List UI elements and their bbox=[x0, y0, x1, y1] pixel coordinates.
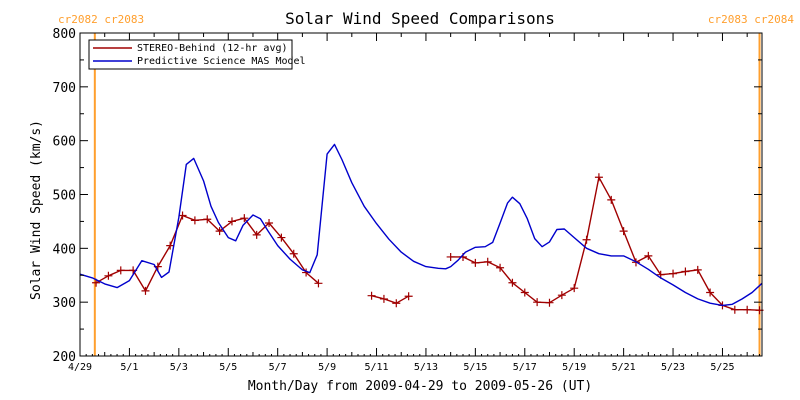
data-point bbox=[367, 291, 376, 300]
data-point bbox=[116, 266, 125, 275]
legend-label-mas: Predictive Science MAS Model bbox=[137, 56, 306, 67]
cr-left-label: cr2082 cr2083 bbox=[58, 13, 144, 26]
x-tick-label: 5/3 bbox=[170, 362, 188, 373]
x-tick-label: 5/17 bbox=[513, 362, 537, 373]
data-point bbox=[594, 173, 603, 182]
data-point bbox=[619, 227, 628, 236]
data-point bbox=[520, 288, 529, 297]
x-tick-label: 5/7 bbox=[269, 362, 287, 373]
data-point bbox=[570, 284, 579, 293]
series-line bbox=[371, 295, 409, 304]
y-tick-label: 700 bbox=[53, 81, 76, 96]
data-point bbox=[496, 263, 505, 272]
data-point bbox=[104, 271, 113, 280]
chart-title: Solar Wind Speed Comparisons bbox=[285, 9, 555, 28]
x-axis: 4/29 5/1 5/3 5/5 5/7 5/9 5/11 5/13 5/15 5/17 5/19 5… bbox=[68, 33, 761, 373]
data-point bbox=[545, 298, 554, 307]
series-stereo-behind bbox=[92, 173, 764, 315]
data-point bbox=[379, 294, 388, 303]
y-axis: 200 300 400 500 600 700 800 bbox=[53, 27, 762, 365]
data-point bbox=[730, 305, 739, 314]
y-tick-label: 500 bbox=[53, 189, 76, 204]
x-tick-label: 5/5 bbox=[219, 362, 237, 373]
x-tick-label: 5/11 bbox=[364, 362, 388, 373]
data-point bbox=[669, 269, 678, 278]
data-point bbox=[277, 233, 286, 242]
data-point bbox=[681, 267, 690, 276]
data-point bbox=[203, 215, 212, 224]
x-tick-label: 5/1 bbox=[120, 362, 138, 373]
data-point bbox=[252, 230, 261, 239]
data-point bbox=[190, 216, 199, 225]
data-point bbox=[178, 211, 187, 220]
y-tick-label: 200 bbox=[53, 350, 76, 365]
cr-right-label: cr2083 cr2084 bbox=[708, 13, 794, 26]
data-point bbox=[166, 241, 175, 250]
x-tick-label: 5/21 bbox=[612, 362, 636, 373]
data-point bbox=[644, 251, 653, 260]
data-point bbox=[483, 257, 492, 266]
data-point bbox=[607, 195, 616, 204]
legend-label-stereo: STEREO-Behind (12-hr avg) bbox=[137, 43, 288, 54]
x-tick-label: 5/25 bbox=[710, 362, 734, 373]
y-tick-label: 300 bbox=[53, 296, 76, 311]
data-point bbox=[215, 227, 224, 236]
data-point bbox=[141, 286, 150, 295]
data-point bbox=[693, 265, 702, 274]
x-tick-label: 5/15 bbox=[463, 362, 487, 373]
data-point bbox=[582, 235, 591, 244]
y-tick-label: 400 bbox=[53, 242, 76, 257]
legend-box bbox=[88, 39, 293, 70]
data-point bbox=[240, 214, 249, 223]
series-line bbox=[79, 143, 763, 307]
data-point bbox=[392, 299, 401, 308]
x-tick-label: 4/29 bbox=[68, 362, 92, 373]
x-tick-label: 5/23 bbox=[661, 362, 685, 373]
series-mas-model bbox=[79, 143, 763, 307]
data-point bbox=[265, 219, 274, 228]
data-point bbox=[533, 298, 542, 307]
data-point bbox=[314, 279, 323, 288]
data-point bbox=[289, 249, 298, 258]
data-point bbox=[227, 217, 236, 226]
legend: STEREO-Behind (12-hr avg) Predictive Sci… bbox=[88, 39, 306, 70]
y-tick-label: 600 bbox=[53, 135, 76, 150]
data-point bbox=[706, 288, 715, 297]
x-tick-label: 5/19 bbox=[562, 362, 586, 373]
data-point bbox=[557, 291, 566, 300]
data-point bbox=[446, 252, 455, 261]
data-point bbox=[404, 292, 413, 301]
y-tick-label: 800 bbox=[53, 27, 76, 42]
x-tick-label: 5/13 bbox=[414, 362, 438, 373]
data-point bbox=[508, 278, 517, 287]
data-point bbox=[743, 305, 752, 314]
series-line bbox=[450, 176, 760, 311]
y-axis-title: Solar Wind Speed (km/s) bbox=[29, 120, 44, 300]
data-point bbox=[471, 258, 480, 267]
x-tick-label: 5/9 bbox=[318, 362, 336, 373]
x-axis-title: Month/Day from 2009-04-29 to 2009-05-26 … bbox=[248, 379, 592, 394]
